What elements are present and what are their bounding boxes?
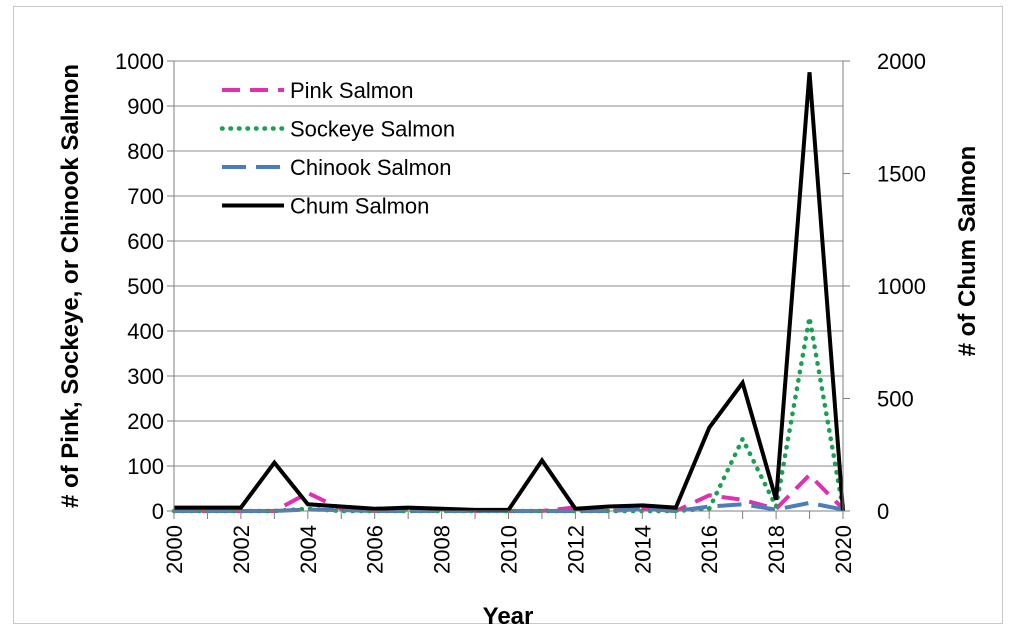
legend-label: Chinook Salmon	[290, 155, 451, 180]
x-tick-label: 2006	[363, 525, 388, 574]
y-tick-label-left: 100	[127, 454, 164, 479]
y-tick-label-right: 2000	[877, 49, 926, 74]
series-lines	[171, 72, 846, 514]
series-line-sockeye-salmon	[171, 317, 846, 514]
legend-label: Sockeye Salmon	[290, 117, 455, 142]
x-tick-label: 2018	[764, 525, 789, 574]
y-tick-label-left: 900	[127, 94, 164, 119]
y-tick-label-left: 300	[127, 364, 164, 389]
y-tick-label-left: 600	[127, 229, 164, 254]
y-tick-label-right: 1000	[877, 274, 926, 299]
x-tick-label: 2002	[229, 525, 254, 574]
x-tick-label: 2020	[831, 525, 856, 574]
x-tick-label: 2004	[296, 525, 321, 574]
y-tick-label-left: 700	[127, 184, 164, 209]
y-axis-title-right: # of Chum Salmon	[954, 146, 981, 357]
x-axis-title: Year	[483, 603, 534, 630]
x-tick-label: 2010	[497, 525, 522, 574]
y-tick-label-right: 1500	[877, 162, 926, 187]
y-tick-label-left: 400	[127, 319, 164, 344]
legend-label: Pink Salmon	[290, 78, 414, 103]
x-tick-label: 2008	[430, 525, 455, 574]
chart-frame	[13, 6, 1003, 624]
y-tick-label-right: 0	[877, 499, 889, 524]
y-tick-label-left: 1000	[115, 49, 164, 74]
x-tick-label: 2012	[563, 525, 588, 574]
series-line-pink-salmon	[174, 472, 845, 514]
y-axis-title-left: # of Pink, Sockeye, or Chinook Salmon	[57, 64, 84, 508]
axes	[167, 60, 850, 519]
y-tick-label-left: 0	[152, 499, 164, 524]
y-tick-label-left: 200	[127, 409, 164, 434]
legend: Pink Salmon Sockeye Salmon Chinook Salmon C…	[219, 78, 455, 219]
y-tick-label-left: 800	[127, 139, 164, 164]
tick-labels: 0 100 200 300 400 500 600 700 800 900 1000 0 500 1000…	[115, 49, 926, 574]
series-line-chum-salmon	[174, 72, 845, 512]
x-tick-label: 2014	[630, 525, 655, 574]
legend-label: Chum Salmon	[290, 194, 429, 219]
x-tick-label: 2016	[697, 525, 722, 574]
x-tick-label: 2000	[162, 525, 187, 574]
y-tick-label-left: 500	[127, 274, 164, 299]
y-tick-label-right: 500	[877, 387, 914, 412]
gridlines	[174, 60, 843, 467]
